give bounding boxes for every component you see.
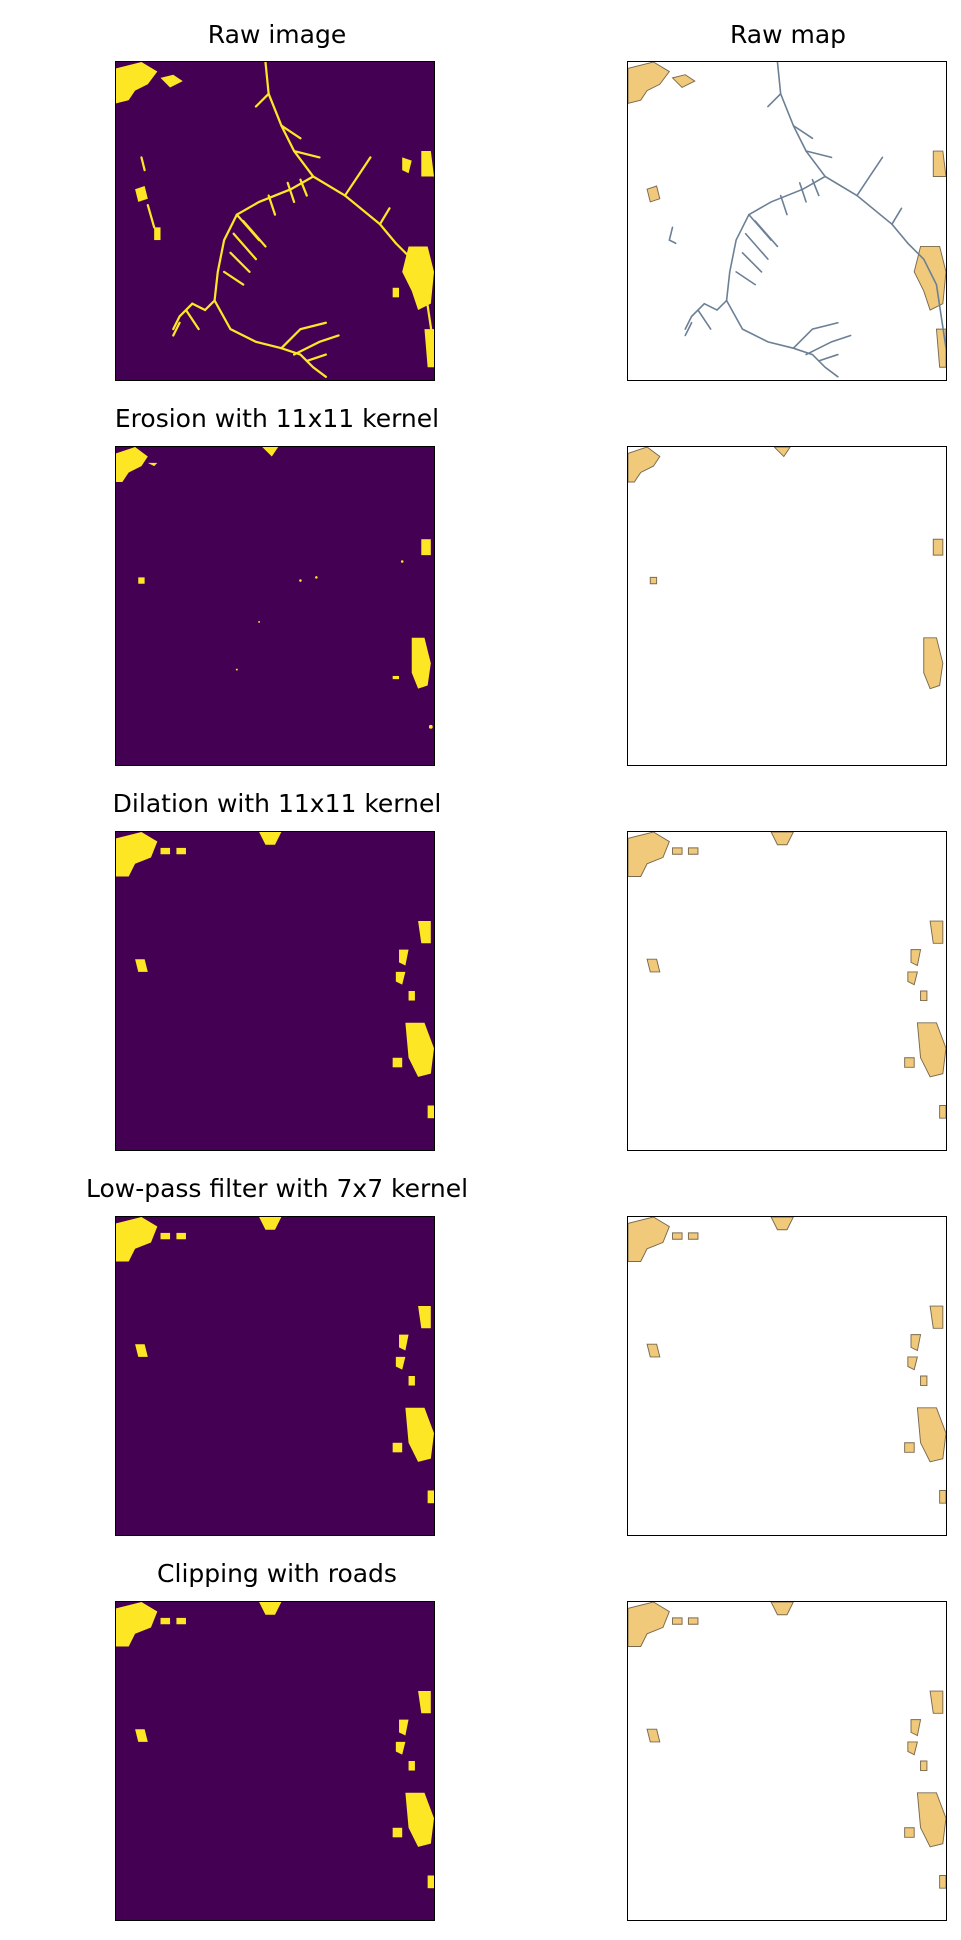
- panel-title-low-pass: Low-pass filter with 7x7 kernel: [85, 1174, 469, 1203]
- dilation-map-plot: [628, 832, 946, 1150]
- clipping-map-panel: [627, 1601, 947, 1921]
- low-pass-map-plot: [628, 1217, 946, 1535]
- raw-map-plot: [628, 62, 946, 380]
- dilation-image-panel: [115, 831, 435, 1151]
- panel-title-erosion: Erosion with 11x11 kernel: [114, 404, 440, 433]
- erosion-map-panel: [627, 446, 947, 766]
- raw-map-panel: [627, 61, 947, 381]
- panel-title-clipping: Clipping with roads: [157, 1559, 397, 1588]
- clipping-map-plot: [628, 1602, 946, 1920]
- raw-image-mask: [116, 62, 434, 380]
- low-pass-mask: [116, 1217, 434, 1535]
- dilation-mask: [116, 832, 434, 1150]
- raw-image-panel: [115, 61, 435, 381]
- panel-title-dilation: Dilation with 11x11 kernel: [112, 789, 442, 818]
- low-pass-map-panel: [627, 1216, 947, 1536]
- low-pass-image-panel: [115, 1216, 435, 1536]
- clipping-mask: [116, 1602, 434, 1920]
- erosion-map-plot: [628, 447, 946, 765]
- erosion-mask: [116, 447, 434, 765]
- panel-title-raw-map: Raw map: [729, 20, 847, 49]
- erosion-image-panel: [115, 446, 435, 766]
- dilation-map-panel: [627, 831, 947, 1151]
- clipping-image-panel: [115, 1601, 435, 1921]
- panel-title-raw-image: Raw image: [207, 20, 347, 49]
